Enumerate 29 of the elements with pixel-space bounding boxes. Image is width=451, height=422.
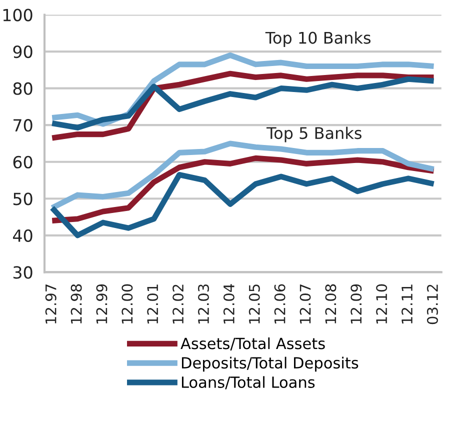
x-tick-label: 03.12 bbox=[426, 284, 438, 324]
x-tick-label: 12.00 bbox=[122, 284, 133, 324]
y-tick-label: 40 bbox=[13, 229, 32, 242]
x-tick-label: 12.01 bbox=[147, 284, 158, 324]
x-tick-label: 12.03 bbox=[198, 284, 210, 324]
x-tick-label: 12.05 bbox=[248, 284, 260, 324]
x-tick-label: 12.07 bbox=[300, 284, 311, 324]
legend-label: Loans/Total Loans bbox=[182, 376, 315, 390]
x-tick-label: 12.11 bbox=[402, 284, 412, 324]
annotation: Top 10 Banks bbox=[265, 31, 371, 47]
x-tick-label: 12.97 bbox=[45, 284, 56, 324]
x-tick-label: 12.09 bbox=[350, 284, 362, 324]
legend-label: Deposits/Total Deposits bbox=[182, 356, 358, 372]
x-tick-label: 12.06 bbox=[274, 284, 286, 324]
y-tick-label: 50 bbox=[13, 192, 32, 206]
x-tick-label: 12.08 bbox=[325, 284, 336, 324]
y-tick-label: 100 bbox=[3, 8, 32, 22]
annotation: Top 5 Banks bbox=[266, 126, 362, 142]
x-tick-label: 12.99 bbox=[96, 284, 108, 324]
x-tick-label: 12.98 bbox=[70, 284, 82, 324]
legend-label: Assets/Total Assets bbox=[180, 337, 325, 350]
x-tick-label: 12.02 bbox=[172, 284, 184, 324]
y-tick-label: 70 bbox=[14, 119, 32, 132]
x-tick-label: 12.10 bbox=[376, 284, 388, 324]
y-tick-label: 90 bbox=[13, 46, 32, 58]
x-tick-label: 12.04 bbox=[223, 284, 234, 324]
y-tick-label: 60 bbox=[13, 156, 32, 168]
y-tick-label: 80 bbox=[13, 82, 32, 95]
y-tick-label: 30 bbox=[13, 266, 32, 279]
